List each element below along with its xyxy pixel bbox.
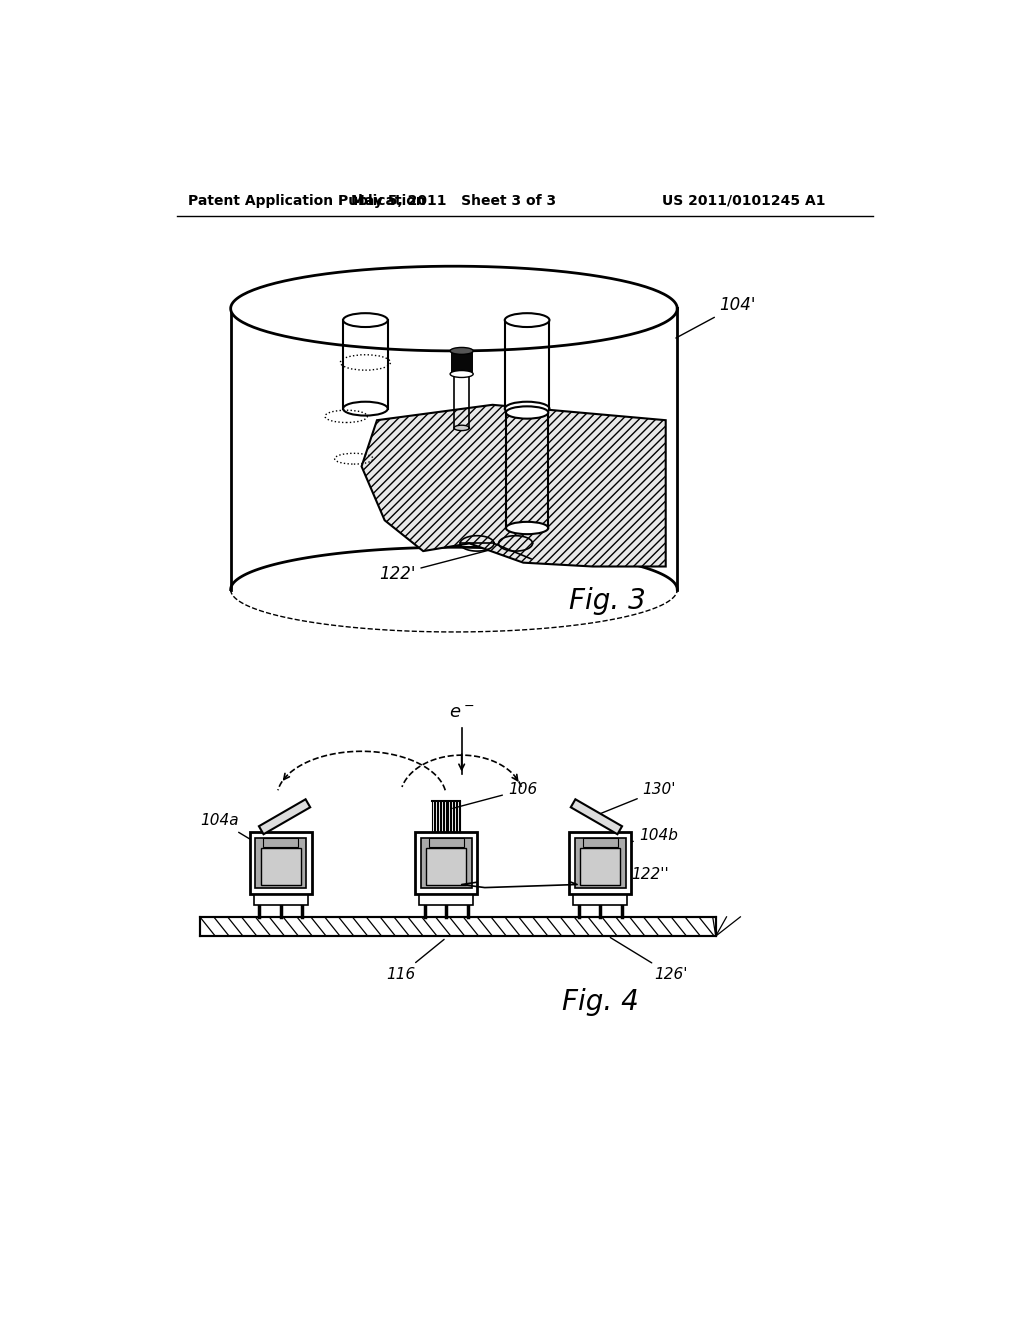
Ellipse shape [506,407,548,418]
Ellipse shape [343,313,388,327]
Text: 122'': 122'' [572,867,669,882]
Bar [429,838,464,847]
Text: 126': 126' [610,937,688,982]
Bar [200,917,716,936]
Text: $e^-$: $e^-$ [449,704,474,722]
Bar [573,895,628,904]
Text: 116: 116 [384,276,460,345]
Bar [581,847,621,884]
Text: May 5, 2011   Sheet 3 of 3: May 5, 2011 Sheet 3 of 3 [351,194,556,207]
Text: US 2011/0101245 A1: US 2011/0101245 A1 [662,194,825,207]
Polygon shape [570,800,622,834]
Text: 122': 122' [379,548,498,583]
Polygon shape [259,800,310,834]
Bar [421,838,472,888]
Bar [569,832,631,894]
Ellipse shape [230,267,677,351]
Bar [416,832,477,894]
Bar [419,895,473,904]
Ellipse shape [505,313,550,327]
Text: 104b: 104b [607,829,678,847]
Bar [574,838,626,888]
Text: 104a: 104a [200,813,255,842]
Polygon shape [361,405,666,566]
Text: 116: 116 [386,940,444,982]
Text: Patent Application Publication: Patent Application Publication [188,194,426,207]
Bar [255,838,306,888]
Text: Fig. 3: Fig. 3 [569,587,646,615]
Ellipse shape [506,521,548,535]
Text: 130': 130' [595,783,676,816]
Bar [426,847,466,884]
Bar [250,832,311,894]
Ellipse shape [343,401,388,416]
Bar [583,838,617,847]
Bar [254,895,307,904]
Ellipse shape [451,371,473,378]
Bar [261,847,301,884]
Bar [263,838,298,847]
Ellipse shape [454,425,469,430]
Text: 104': 104' [676,296,756,338]
Text: Fig. 4: Fig. 4 [562,987,639,1015]
Ellipse shape [505,401,550,416]
Text: 106: 106 [453,783,538,808]
Ellipse shape [451,347,473,354]
